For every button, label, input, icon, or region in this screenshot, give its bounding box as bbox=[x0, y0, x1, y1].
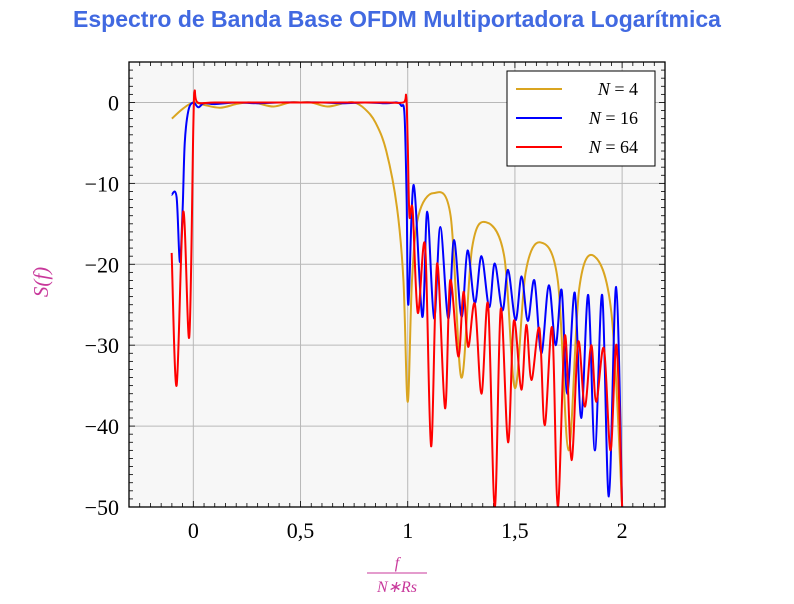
y-tick-label: −20 bbox=[85, 252, 119, 277]
x-tick-label: 0,5 bbox=[287, 518, 315, 543]
y-axis-label: S(f) bbox=[29, 267, 53, 297]
chart-title: Espectro de Banda Base OFDM Multiportado… bbox=[73, 6, 721, 32]
y-tick-label: −40 bbox=[85, 414, 119, 439]
x-axis-label-denominator: N∗Rs bbox=[376, 579, 417, 596]
x-tick-label: 2 bbox=[617, 518, 628, 543]
axis-ticks bbox=[128, 61, 666, 508]
y-tick-label: −10 bbox=[85, 171, 119, 196]
y-tick-label: 0 bbox=[108, 90, 119, 115]
plot-frame bbox=[128, 61, 666, 508]
legend: N = 4 N = 16 N = 64 bbox=[506, 70, 656, 167]
series-group bbox=[170, 89, 624, 507]
legend-label: N = 16 bbox=[588, 108, 638, 128]
x-tick-label: 1,5 bbox=[501, 518, 529, 543]
legend-label: N = 4 bbox=[597, 79, 638, 99]
x-tick-label: 0 bbox=[188, 518, 199, 543]
y-tick-label: −30 bbox=[85, 333, 119, 358]
legend-label: N = 64 bbox=[588, 137, 638, 157]
x-axis-label: f N∗Rs bbox=[367, 555, 427, 596]
series-line-N64 bbox=[170, 89, 624, 507]
x-axis-label-numerator: f bbox=[395, 555, 402, 572]
tick-labels: 0 0,5 1 1,5 2 0 −10 −20 −30 −40 −50 bbox=[85, 90, 628, 543]
x-tick-label: 1 bbox=[402, 518, 413, 543]
y-tick-label: −50 bbox=[85, 495, 119, 520]
